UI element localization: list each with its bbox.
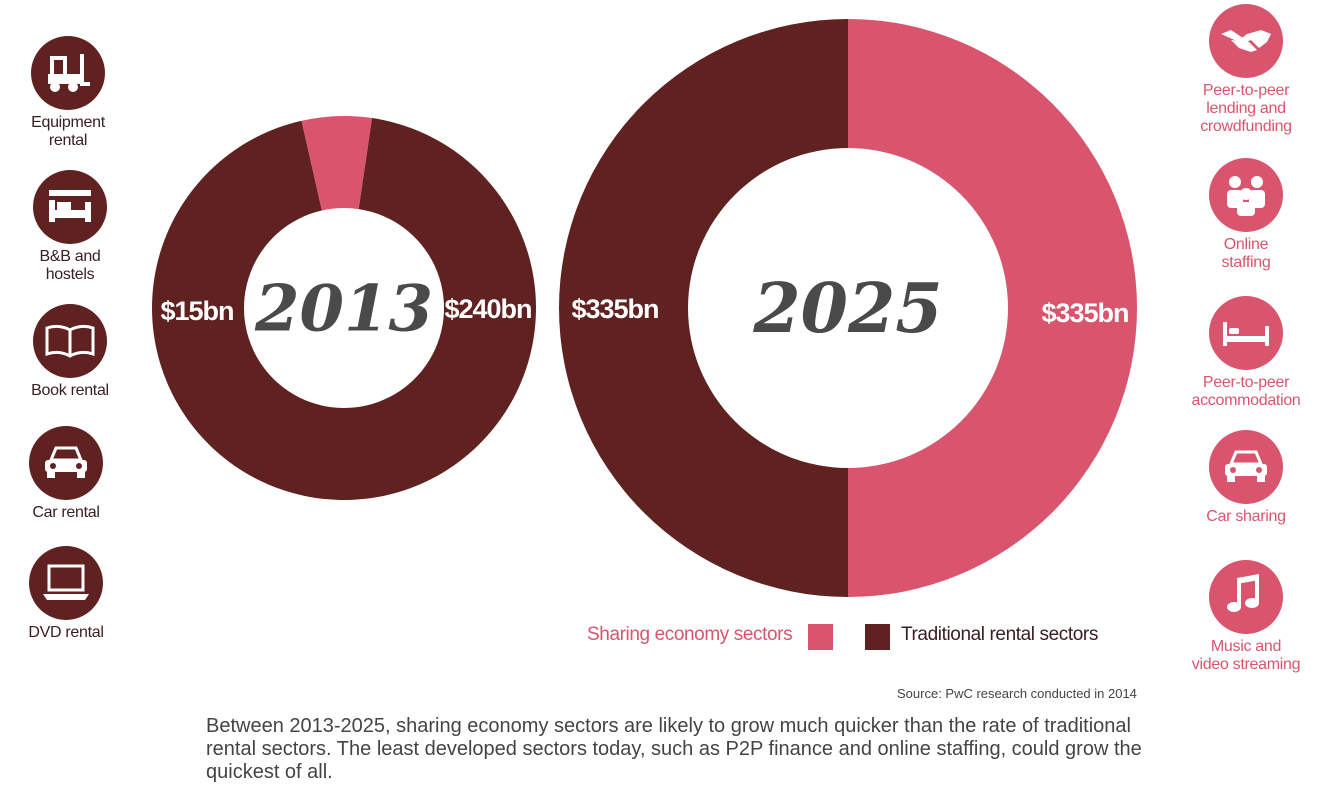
icon-label: Equipment rental — [31, 114, 105, 149]
donut-center-label: 2013 — [254, 271, 433, 346]
people-icon — [1209, 158, 1283, 232]
icon-label: Peer-to-peer lending and crowdfunding — [1200, 82, 1292, 135]
sharing-value-label: $15bn — [160, 296, 233, 326]
donut-2013-slice-traditional — [151, 118, 536, 500]
music-note-icon — [1209, 560, 1283, 634]
icon-label: DVD rental — [28, 624, 104, 641]
icon-item-car-sharing: Car sharing — [1171, 430, 1318, 526]
forklift-icon — [31, 36, 105, 110]
legend-sharing-swatch — [808, 624, 833, 650]
icon-item-bnb-hostels: B&B and hostels — [0, 170, 145, 284]
icon-label: Car sharing — [1206, 508, 1286, 525]
icon-label: Peer-to-peer accommodation — [1191, 374, 1301, 409]
donut-2025-slice-traditional — [559, 19, 848, 597]
icon-label: Car rental — [32, 504, 100, 521]
icon-item-p2p-accommodation: Peer-to-peer accommodation — [1171, 296, 1318, 410]
book-icon — [33, 304, 107, 378]
sharing-value-label: $335bn — [571, 294, 658, 324]
icon-label: B&B and hostels — [39, 248, 101, 283]
icon-label: Music and video streaming — [1191, 638, 1301, 673]
source-note: Source: PwC research conducted in 2014 — [897, 686, 1137, 701]
caption: Between 2013-2025, sharing economy secto… — [206, 715, 1142, 783]
donut-2025-slice-sharing — [848, 19, 1137, 597]
icon-label: Online staffing — [1221, 236, 1271, 271]
donut-center-label: 2025 — [752, 269, 942, 349]
icon-item-car-rental: Car rental — [0, 426, 141, 522]
icon-item-music-streaming: Music and video streaming — [1171, 560, 1318, 674]
car-icon — [29, 426, 103, 500]
handshake-icon — [1209, 4, 1283, 78]
icon-label: Book rental — [31, 382, 109, 399]
car-icon — [1209, 430, 1283, 504]
icon-item-p2p-lending: Peer-to-peer lending and crowdfunding — [1171, 4, 1318, 136]
traditional-value-label: $335bn — [1041, 298, 1128, 328]
icon-item-book-rental: Book rental — [0, 304, 145, 400]
legend-traditional-label: Traditional rental sectors — [901, 624, 1098, 645]
legend-sharing-label: Sharing economy sectors — [587, 624, 793, 645]
icon-item-dvd-rental: DVD rental — [0, 546, 141, 642]
donut-2013-slice-sharing — [301, 115, 373, 211]
icon-item-online-staffing: Online staffing — [1171, 158, 1318, 272]
legend-traditional-swatch — [865, 624, 890, 650]
icon-item-equipment-rental: Equipment rental — [0, 36, 143, 150]
laptop-icon — [29, 546, 103, 620]
bed-icon — [1209, 296, 1283, 370]
bed-icon — [33, 170, 107, 244]
traditional-value-label: $240bn — [444, 294, 531, 324]
